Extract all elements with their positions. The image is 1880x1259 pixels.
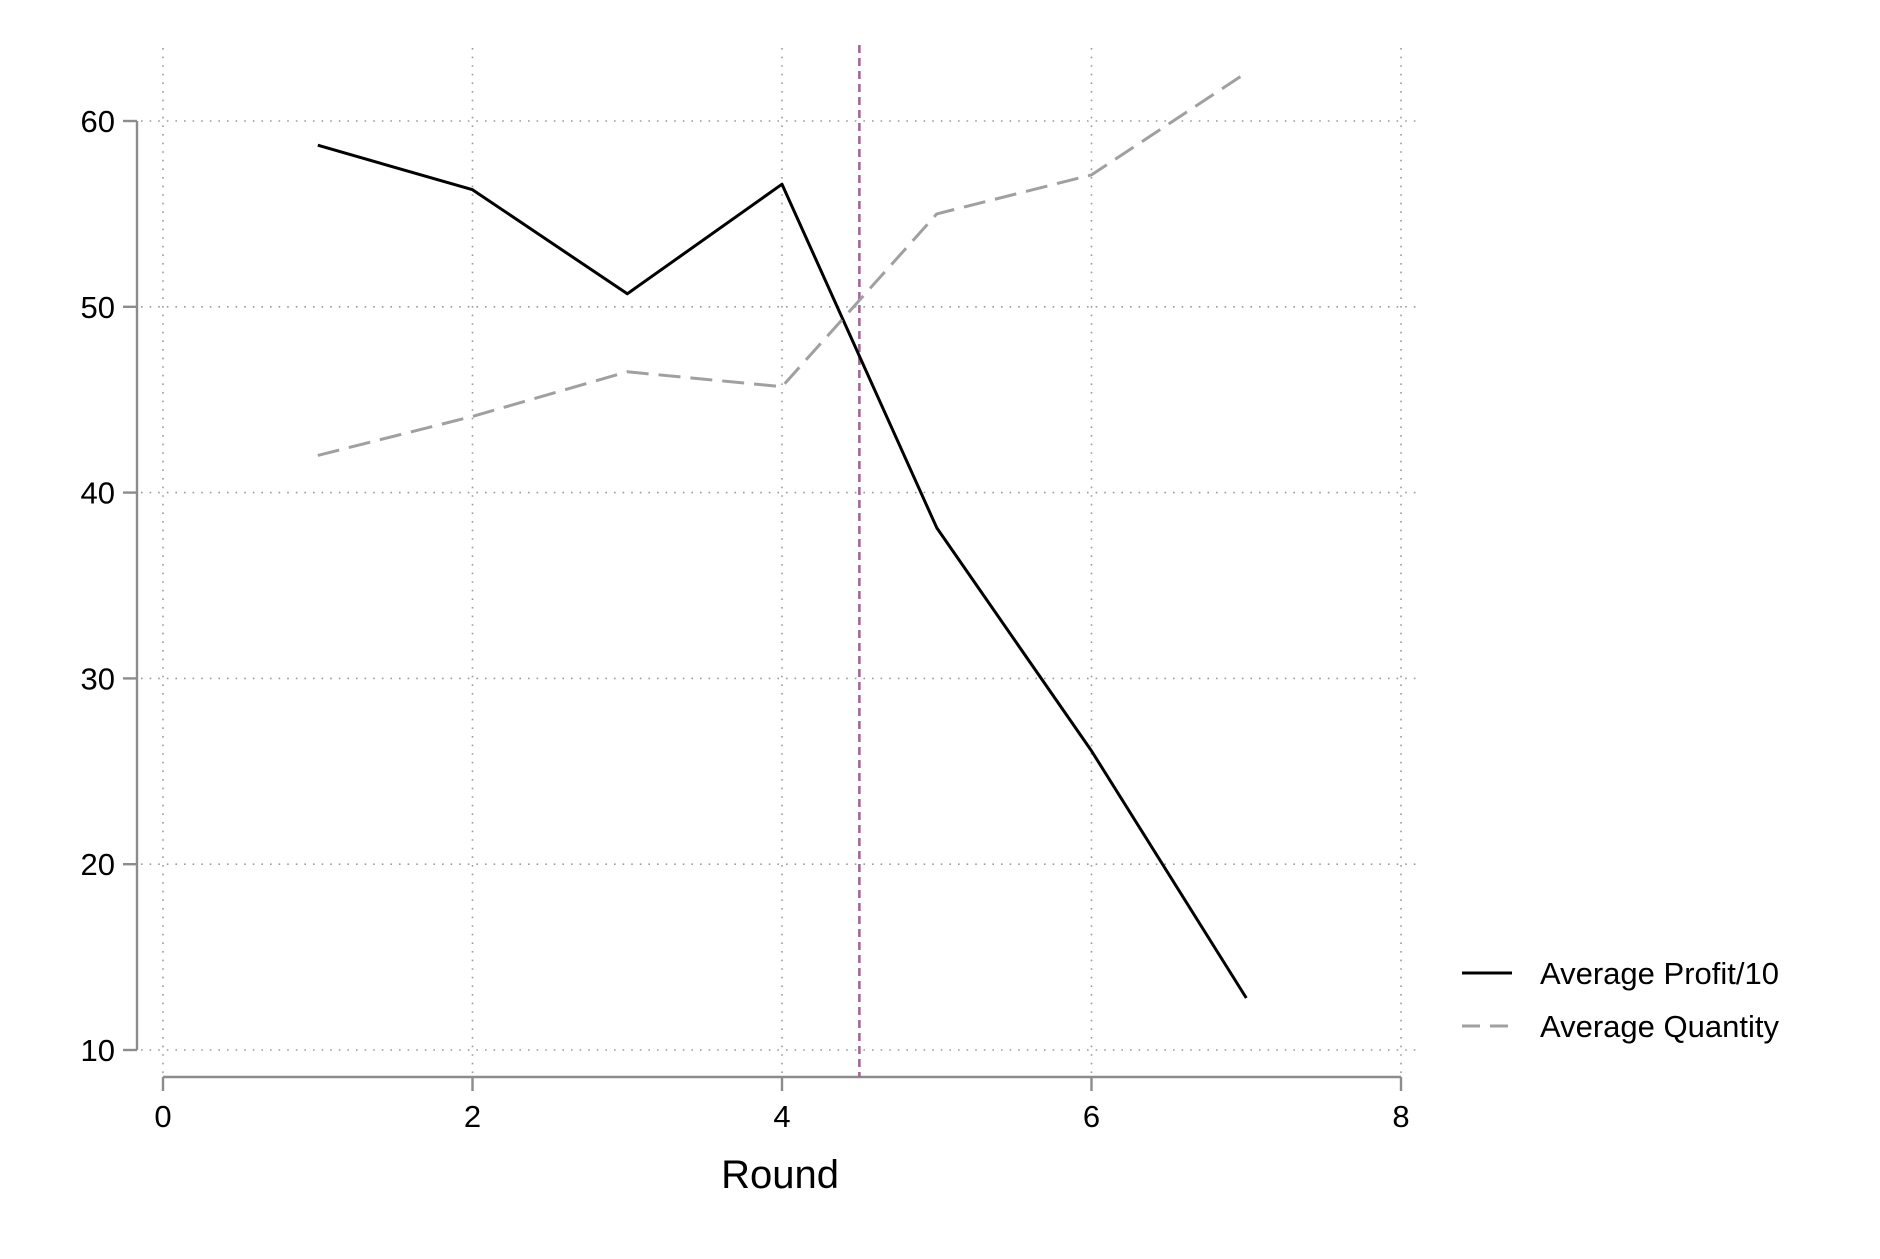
series-line-2 (317, 71, 1248, 457)
legend-label-1: Average Profit/10 (1540, 956, 1779, 991)
series-line-1 (317, 143, 1248, 999)
y-tick-label: 60 (81, 104, 115, 139)
x-axis-title: Round (721, 1153, 839, 1197)
legend: Average Profit/10 Average Quantity (1462, 956, 1779, 1044)
y-tick-label: 50 (81, 290, 115, 325)
x-tick-label: 2 (464, 1099, 481, 1134)
series-layer (317, 71, 1248, 999)
y-tick-label: 10 (81, 1033, 115, 1068)
grid (141, 48, 1420, 1073)
y-tick-label: 20 (81, 847, 115, 882)
x-tick-label: 8 (1392, 1099, 1409, 1134)
x-tick-label: 4 (773, 1099, 790, 1134)
y-tick-label: 30 (81, 661, 115, 696)
legend-label-2: Average Quantity (1540, 1009, 1779, 1044)
x-tick-label: 0 (154, 1099, 171, 1134)
x-tick-label: 6 (1083, 1099, 1100, 1134)
axes: 10 20 30 40 50 60 0 2 4 6 8 (81, 104, 1410, 1134)
y-tick-label: 40 (81, 476, 115, 511)
